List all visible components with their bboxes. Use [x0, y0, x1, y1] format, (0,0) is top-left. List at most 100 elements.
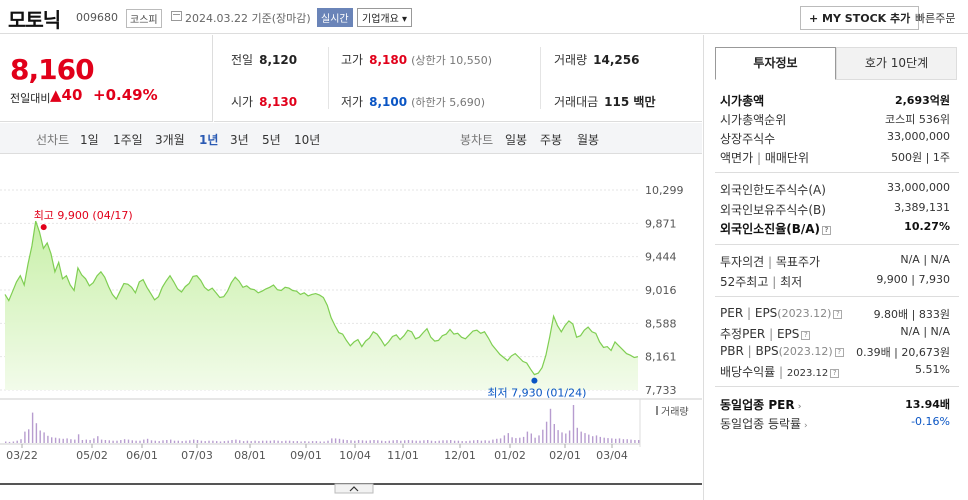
cap-rank-row: 시가총액순위 코스피 536위	[720, 111, 950, 129]
volume-bar	[104, 440, 107, 443]
volume-bar	[24, 431, 26, 443]
amount-label: 거래대금	[554, 95, 599, 109]
volume-bar	[342, 439, 344, 443]
volume-bar	[258, 441, 260, 443]
opinion-row: 투자의견 | 목표주가 N/A | N/A	[720, 253, 950, 271]
sector-per-text: 동일업종 PER	[720, 398, 795, 412]
realtime-button[interactable]: 실시간	[317, 8, 353, 27]
sector-per-label: 동일업종 PER ›	[720, 396, 801, 413]
shares-label: 상장주식수	[720, 132, 776, 146]
volume-bar	[407, 440, 410, 443]
x-tick-label: 11/01	[387, 449, 419, 462]
volume-bar	[296, 441, 298, 443]
trade-amount: 거래대금 115 백만	[554, 93, 655, 110]
help-icon[interactable]: ?	[833, 310, 843, 319]
volume-bar	[515, 438, 517, 443]
per-eps-row: PER | EPS(2023.12)? 9.80배 | 833원	[720, 306, 950, 324]
help-icon[interactable]: ?	[830, 369, 840, 378]
volume-bar	[584, 433, 586, 443]
help-icon[interactable]: ?	[822, 226, 832, 235]
help-icon[interactable]: ?	[801, 331, 811, 340]
line-chart-label: 선차트	[36, 133, 70, 147]
volume-bar	[265, 440, 268, 443]
volume-bar	[331, 438, 333, 443]
high-price: 고가 8,180 (상한가 10,550)	[341, 51, 492, 68]
volume-bar	[70, 439, 72, 443]
sector-rate-row[interactable]: 동일업종 등락률 › -0.16%	[720, 415, 950, 433]
volume-bar	[350, 440, 352, 443]
period-3y[interactable]: 3년	[230, 133, 249, 147]
y-tick-label: 9,016	[645, 284, 677, 297]
par-unit-label: 액면가 | 매매단위	[720, 149, 809, 166]
market-cap-row: 시가총액 2,693억원	[720, 92, 950, 110]
prev-close-label: 전일	[231, 53, 254, 67]
y-tick-label: 9,871	[645, 217, 677, 230]
prev-close-value: 8,120	[259, 53, 298, 67]
quote-grid: 전일 8,120 고가 8,180 (상한가 10,550) 거래량 14,256 시가…	[214, 35, 702, 122]
volume-bar	[181, 441, 183, 443]
volume-bar	[603, 437, 605, 443]
volume-bar	[423, 440, 425, 443]
x-tick-label: 09/01	[290, 449, 322, 462]
volume-bar	[446, 440, 448, 443]
stock-header: 모토닉 009680 코스피 2024.03.22 기준(장마감) 실시간 기업…	[0, 0, 968, 34]
x-tick-label: 06/01	[126, 449, 158, 462]
amount-value: 115 백만	[604, 95, 656, 109]
volume-bar	[193, 439, 195, 443]
period-1w[interactable]: 1주일	[113, 133, 143, 147]
volume-bar	[5, 441, 7, 443]
volume-bar	[480, 440, 483, 443]
add-mystock-button[interactable]: + MY STOCK 추가	[800, 6, 920, 30]
tab-investment-info[interactable]: 투자정보	[715, 47, 836, 80]
volume: 거래량 14,256	[554, 51, 639, 68]
volume-bar	[599, 436, 601, 443]
volume-bar	[373, 440, 375, 443]
price-chart[interactable]: 10,299 9,871 9,444 9,016 8,588 8,161 7,733 최고 9…	[0, 155, 702, 500]
pbr-bps-row: PBR | BPS(2023.12)? 0.39배 | 20,673원	[720, 344, 950, 362]
volume-bar	[235, 439, 237, 443]
quick-order-link[interactable]: 빠른주문	[915, 12, 956, 25]
volume-bar	[496, 438, 498, 443]
eps-text: EPS	[754, 306, 778, 320]
period-10y[interactable]: 10년	[294, 133, 321, 147]
candle-chart-label: 봉차트	[460, 133, 494, 147]
volume-bar	[361, 440, 364, 443]
stock-name: 모토닉	[8, 8, 61, 32]
volume-bar	[473, 440, 475, 443]
volume-bar	[146, 438, 149, 443]
candle-daily[interactable]: 일봉	[505, 133, 528, 147]
tab-order-book[interactable]: 호가 10단계	[836, 47, 957, 80]
price-summary: 8,160 전일대비 ▲40 +0.49%	[0, 35, 213, 122]
period-5y[interactable]: 5년	[262, 133, 281, 147]
par-unit-value: 500원 | 1주	[891, 151, 950, 164]
candle-monthly[interactable]: 월봉	[577, 133, 600, 147]
volume-bar	[488, 440, 490, 443]
volume-bar	[288, 440, 291, 443]
volume-legend-mark	[656, 406, 658, 415]
section-divider	[715, 296, 959, 297]
y-tick-label: 7,733	[645, 384, 677, 397]
help-icon[interactable]: ?	[834, 348, 844, 357]
volume-bar	[47, 435, 49, 443]
volume-bar	[242, 441, 245, 443]
y-tick-label: 10,299	[645, 184, 684, 197]
period-1d[interactable]: 1일	[80, 133, 99, 147]
w52-high-text: 52주최고	[720, 275, 769, 289]
volume-bar	[74, 439, 76, 443]
period-3m[interactable]: 3개월	[155, 133, 185, 147]
period-1y[interactable]: 1년	[199, 133, 219, 147]
company-overview-button[interactable]: 기업개요 ▾	[357, 8, 412, 27]
opinion-value: N/A | N/A	[900, 253, 950, 266]
candle-weekly[interactable]: 주봉	[540, 133, 563, 147]
volume-bar	[85, 439, 87, 443]
volume-bar	[43, 432, 45, 443]
sector-per-row[interactable]: 동일업종 PER › 13.94배	[720, 396, 950, 414]
stock-code: 009680	[76, 11, 118, 24]
volume-bar	[89, 440, 91, 443]
foreign-limit-label: 외국인한도주식수(A)	[720, 183, 826, 197]
foreign-hold-row: 외국인보유주식수(B) 3,389,131	[720, 201, 950, 219]
high-marker	[40, 224, 47, 231]
upper-limit: (상한가 10,550)	[411, 54, 492, 67]
volume-bar	[519, 437, 521, 443]
volume-bar	[277, 440, 279, 443]
